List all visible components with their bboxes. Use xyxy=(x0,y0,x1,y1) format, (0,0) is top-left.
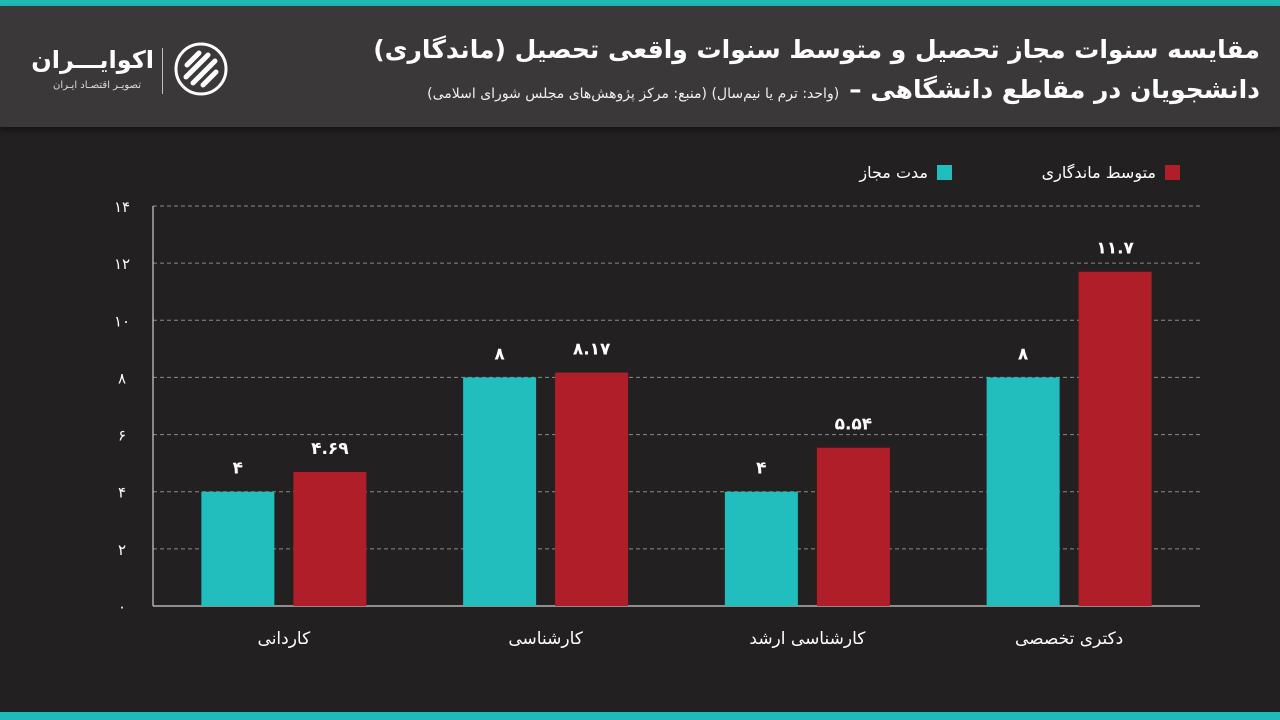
data-label: ۴ xyxy=(233,459,243,479)
top-accent-stripe xyxy=(0,0,1280,6)
legend-label-allowed: مدت مجاز xyxy=(859,162,928,182)
y-tick-label: ۴ xyxy=(118,484,126,502)
bar xyxy=(1078,271,1152,606)
y-tick-label: ۶ xyxy=(118,427,126,445)
header-bar: مقایسه سنوات مجاز تحصیل و متوسط سنوات وا… xyxy=(0,6,1280,127)
data-label: ۸ xyxy=(1018,344,1029,364)
data-label: ۵.۵۴ xyxy=(835,415,873,435)
data-label: ۸ xyxy=(494,344,505,364)
legend-swatch-average xyxy=(1165,164,1180,180)
bar xyxy=(724,491,798,606)
bar xyxy=(293,472,367,606)
legend-swatch-allowed xyxy=(937,164,952,180)
legend-item-average: متوسط ماندگاری xyxy=(1042,158,1180,186)
y-tick-label: ۱۴ xyxy=(114,198,130,216)
y-tick-label: ۰ xyxy=(118,598,126,616)
y-tick-label: ۱۲ xyxy=(114,255,130,273)
brand-tagline: تصویـر اقتصـاد ایـران xyxy=(52,80,142,91)
data-label: ۴ xyxy=(756,459,766,479)
brand-mark-icon xyxy=(174,42,228,96)
logo-divider xyxy=(162,48,163,94)
y-tick-label: ۱۰ xyxy=(114,312,130,330)
y-tick-label: ۸ xyxy=(118,369,126,387)
chart-legend: متوسط ماندگاری مدت مجاز xyxy=(840,158,1180,186)
y-tick-label: ۲ xyxy=(118,541,126,559)
bottom-accent-stripe xyxy=(0,712,1280,720)
legend-label-average: متوسط ماندگاری xyxy=(1041,162,1156,182)
bar xyxy=(816,447,890,606)
brand-name: اکوایـــران xyxy=(31,46,154,74)
data-label: ۸.۱۷ xyxy=(573,340,611,360)
data-label: ۱۱.۷ xyxy=(1096,239,1134,259)
title-line-2-text: دانشجویان در مقاطع دانشگاهی – xyxy=(849,75,1260,104)
chart-subtitle: (واحد: ترم یا نیم‌سال) (منبع: مرکز پژوهش… xyxy=(427,86,840,102)
legend-item-allowed: مدت مجاز xyxy=(859,158,952,186)
chart-title: مقایسه سنوات مجاز تحصیل و متوسط سنوات وا… xyxy=(340,30,1260,114)
x-category-label: کاردانی xyxy=(258,629,312,649)
data-label: ۴.۶۹ xyxy=(311,439,349,459)
bar xyxy=(463,377,537,606)
bar xyxy=(555,372,629,606)
brand-logo: اکوایـــران تصویـر اقتصـاد ایـران xyxy=(31,42,240,102)
bar xyxy=(986,377,1060,606)
x-category-label: کارشناسی ارشد xyxy=(749,629,866,649)
title-line-1: مقایسه سنوات مجاز تحصیل و متوسط سنوات وا… xyxy=(373,35,1260,64)
title-line-2: دانشجویان در مقاطع دانشگاهی – (واحد: ترم … xyxy=(340,70,1260,114)
x-category-label: کارشناسی xyxy=(508,629,583,649)
bar xyxy=(201,491,275,606)
x-category-label: دکتری تخصصی xyxy=(1015,629,1123,649)
